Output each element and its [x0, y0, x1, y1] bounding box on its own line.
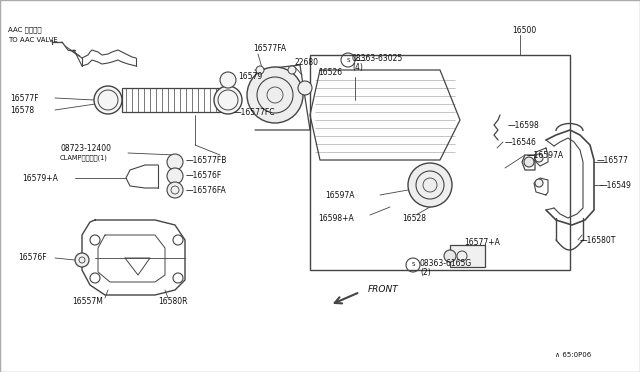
Circle shape	[214, 86, 242, 114]
Circle shape	[247, 67, 303, 123]
Circle shape	[408, 163, 452, 207]
Text: 22680: 22680	[295, 58, 319, 67]
Text: 16576F: 16576F	[18, 253, 47, 263]
Text: (2): (2)	[420, 267, 431, 276]
Text: S: S	[412, 263, 415, 267]
Text: (4): (4)	[352, 62, 363, 71]
Text: —16576FA: —16576FA	[186, 186, 227, 195]
Text: 08723-12400: 08723-12400	[60, 144, 111, 153]
Text: CLAMPクランプ(1): CLAMPクランプ(1)	[60, 155, 108, 161]
Text: 16598+A: 16598+A	[318, 214, 354, 222]
Text: —16598: —16598	[508, 121, 540, 129]
Circle shape	[173, 235, 183, 245]
Circle shape	[288, 66, 296, 74]
Text: —16577FB: —16577FB	[186, 155, 227, 164]
Text: 16526: 16526	[318, 67, 342, 77]
Text: —16546: —16546	[505, 138, 537, 147]
Text: 16580R: 16580R	[158, 298, 188, 307]
Bar	[310, 55, 570, 270]
Circle shape	[220, 72, 236, 88]
Circle shape	[173, 273, 183, 283]
Text: 16577F: 16577F	[10, 93, 38, 103]
Circle shape	[444, 250, 456, 262]
Text: TO AAC VALVE: TO AAC VALVE	[8, 37, 58, 43]
Text: —16597A: —16597A	[527, 151, 564, 160]
Circle shape	[75, 253, 89, 267]
Circle shape	[298, 81, 312, 95]
Text: 16500: 16500	[512, 26, 536, 35]
Circle shape	[524, 157, 534, 167]
Text: 16597A: 16597A	[325, 190, 355, 199]
Text: 16528: 16528	[402, 214, 426, 222]
Circle shape	[167, 182, 183, 198]
Text: 08363-6165G: 08363-6165G	[420, 259, 472, 267]
Text: 16578: 16578	[10, 106, 34, 115]
Text: —16577FC: —16577FC	[234, 108, 275, 116]
Text: 16579: 16579	[238, 71, 262, 80]
Text: 16557M: 16557M	[72, 298, 103, 307]
Text: —16580T: —16580T	[580, 235, 616, 244]
Text: 08363-63025: 08363-63025	[352, 54, 403, 62]
Circle shape	[167, 168, 183, 184]
Text: 16577+A: 16577+A	[464, 237, 500, 247]
Text: —16576F: —16576F	[186, 170, 222, 180]
Text: 16579+A: 16579+A	[22, 173, 58, 183]
Text: AAC バルブへ: AAC バルブへ	[8, 27, 42, 33]
Circle shape	[167, 154, 183, 170]
Text: S: S	[346, 58, 349, 62]
Text: —16577: —16577	[597, 155, 629, 164]
Circle shape	[256, 66, 264, 74]
Circle shape	[535, 179, 543, 187]
Circle shape	[535, 154, 543, 162]
Bar	[122, 88, 220, 112]
Circle shape	[94, 86, 122, 114]
Text: FRONT: FRONT	[368, 285, 399, 295]
Circle shape	[90, 273, 100, 283]
Text: 16577FA: 16577FA	[253, 44, 286, 52]
Text: ∧ 65:0P06: ∧ 65:0P06	[555, 352, 591, 358]
Text: —16549: —16549	[600, 180, 632, 189]
Circle shape	[90, 235, 100, 245]
Bar	[450, 245, 485, 267]
